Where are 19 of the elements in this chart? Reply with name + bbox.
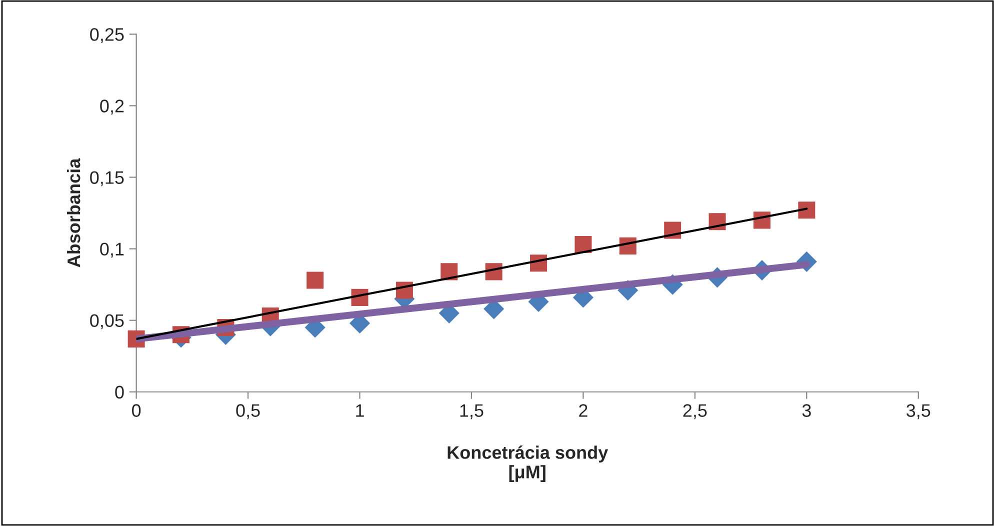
y-tick-label: 0,25 [90,28,124,44]
y-tick-label: 0,2 [100,100,124,115]
x-tick-label: 2 [579,404,588,417]
y-tick-label: 0,15 [90,171,124,186]
y-tick-label: 0,05 [90,314,124,330]
x-tick-label: 0 [132,404,141,417]
x-tick-label: 2,5 [683,404,707,420]
y-axis-title: Absorbancia [66,158,80,268]
y-tick-label: 0,1 [100,242,124,258]
x-tick-label: 1 [356,404,364,417]
x-axis-title: Koncetrácia sondy [μM] [448,446,608,482]
point [798,202,816,219]
point [306,272,324,289]
x-tick-label: 1,5 [460,404,484,420]
y-tick-label: 0 [115,386,124,399]
x-tick-label: 3 [802,404,811,417]
x-tick-label: 3,5 [906,404,930,420]
point [574,236,592,254]
x-tick-label: 0,5 [236,404,260,420]
